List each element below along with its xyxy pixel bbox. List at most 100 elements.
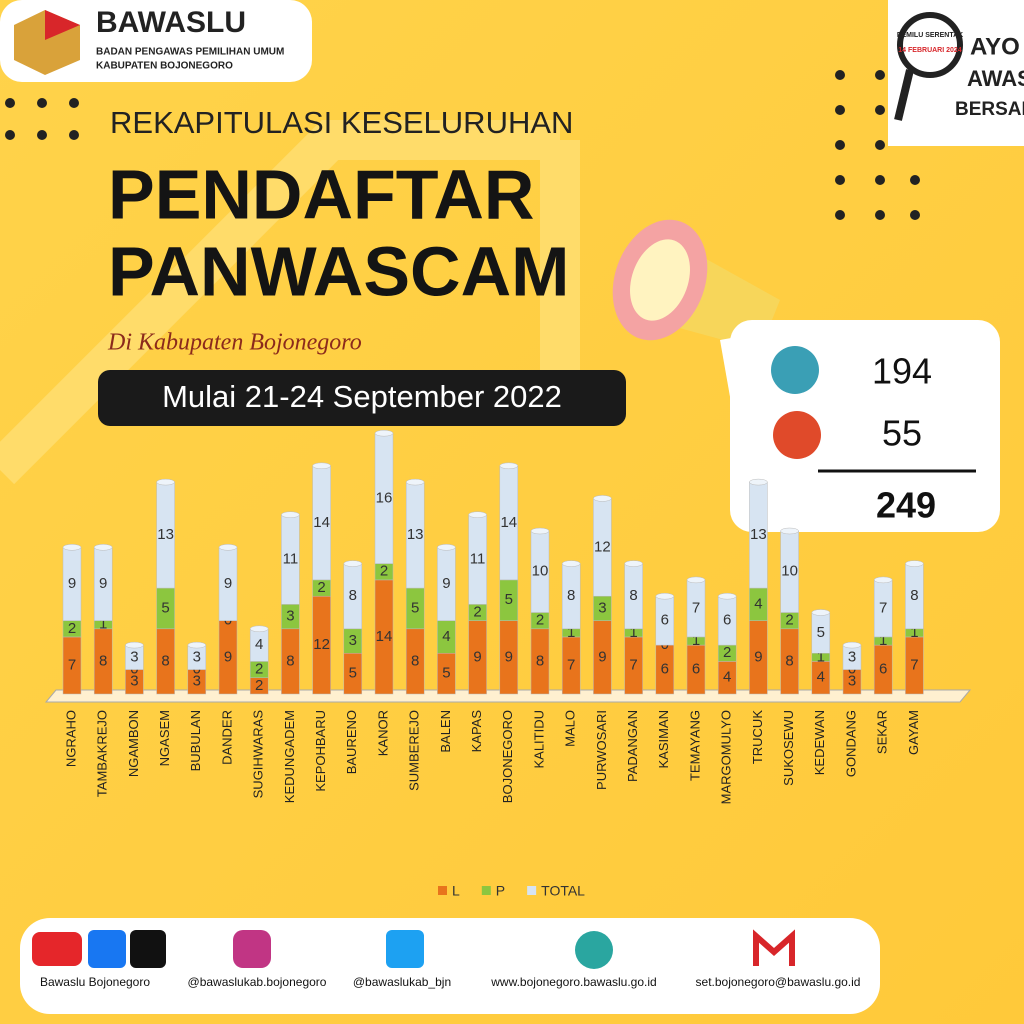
x-tick-label: KAPAS [469, 710, 484, 753]
kicker: REKAPITULASI KESELURUHAN [110, 105, 573, 140]
badge-text: BERSAMA [955, 99, 1024, 120]
data-label: 9 [505, 648, 513, 665]
male-icon [771, 346, 819, 394]
data-label: 3 [848, 648, 856, 665]
bar-cap [811, 609, 831, 616]
data-label: 1 [99, 616, 107, 633]
bar-cap [499, 462, 519, 470]
data-label: 4 [754, 595, 762, 612]
data-label: 2 [785, 612, 793, 629]
data-label: 5 [442, 665, 450, 682]
x-tick-label: KALITIDU [531, 710, 546, 769]
data-label: 8 [286, 652, 294, 669]
data-label: 6 [661, 661, 669, 678]
data-label: 7 [879, 599, 887, 616]
x-tick-label: SUMBEREJO [407, 710, 422, 791]
data-label: 8 [99, 652, 107, 669]
bar-cap [468, 511, 487, 518]
bar-cap [374, 429, 394, 437]
x-tick-label: NGASEM [157, 710, 172, 766]
data-label: 7 [692, 599, 700, 616]
bar-cap [218, 544, 238, 551]
data-label: 5 [817, 624, 825, 641]
data-label: 7 [567, 656, 575, 673]
x-tick-label: BALEN [438, 710, 453, 753]
data-label: 3 [193, 673, 201, 690]
legend-swatch [527, 886, 537, 895]
social-icons [32, 929, 795, 969]
legend-label: TOTAL [541, 883, 585, 899]
data-label: 13 [750, 526, 767, 543]
data-label: 6 [879, 661, 887, 678]
data-label: 2 [723, 644, 731, 661]
female-count: 55 [882, 413, 922, 454]
data-label: 9 [473, 648, 481, 665]
total-count: 249 [876, 485, 936, 526]
dots [5, 70, 920, 220]
data-label: 2 [68, 620, 76, 637]
data-label: 3 [349, 632, 357, 649]
data-label: 3 [598, 599, 606, 616]
logo-box [0, 0, 312, 82]
x-tick-label: NGAMBON [126, 710, 141, 777]
bar-cap [93, 544, 113, 551]
bar-cap [405, 478, 425, 486]
x-tick-label: KEPOHBARU [313, 710, 328, 792]
data-label: 9 [224, 648, 232, 665]
x-tick-label: BAURENO [344, 710, 359, 774]
data-label: 2 [317, 579, 325, 596]
data-label: 8 [785, 652, 793, 669]
title: PENDAFTAR [108, 155, 534, 233]
data-label: 9 [68, 575, 76, 592]
badge-text: PEMILU SERENTAK [897, 32, 963, 39]
bar-cap [780, 527, 799, 535]
x-tick-label: BOJONEGORO [500, 710, 515, 803]
x-tick-label: KANOR [375, 710, 390, 756]
data-label: 1 [879, 632, 887, 649]
bar-cap [593, 495, 612, 502]
data-label: 3 [130, 648, 138, 665]
bar-cap [905, 560, 924, 567]
data-label: 5 [161, 599, 169, 616]
data-label: 2 [255, 661, 263, 678]
data-label: 9 [754, 648, 762, 665]
data-label: 4 [723, 669, 731, 686]
footer-text: Bawaslu Bojonegoro [40, 975, 150, 989]
x-tick-label: KEDUNGADEM [282, 710, 297, 803]
data-label: 1 [567, 624, 575, 641]
data-label: 9 [224, 575, 232, 592]
data-label: 1 [817, 648, 825, 665]
decor [0, 120, 580, 485]
data-label: 10 [781, 563, 798, 580]
data-label: 3 [130, 673, 138, 690]
bar-cap [842, 641, 862, 649]
data-label: 13 [157, 526, 174, 543]
data-label: 8 [567, 587, 575, 604]
data-label: 4 [817, 669, 825, 686]
data-label: 8 [536, 652, 544, 669]
x-tick-label: TRUCUK [750, 710, 765, 764]
female-icon [773, 411, 821, 459]
chart: 729NGRAHO819TAMBAKREJO303NGAMBON8513NGAS… [62, 429, 924, 804]
bar-cap [125, 641, 144, 649]
data-label: 13 [407, 526, 424, 543]
bar-cap [561, 560, 581, 567]
data-label: 5 [349, 665, 357, 682]
title: PANWASCAM [108, 232, 569, 310]
x-tick-label: TAMBAKREJO [95, 710, 110, 797]
footer-text: www.bojonegoro.bawaslu.go.id [490, 975, 656, 989]
bar-cap [62, 544, 82, 551]
x-tick-label: SEKAR [875, 710, 890, 754]
data-label: 2 [380, 563, 388, 580]
x-tick-label: NGRAHO [63, 710, 78, 767]
badge-text: 14 FEBRUARI 2024 [898, 47, 962, 54]
data-label: 1 [629, 624, 637, 641]
data-label: 7 [629, 656, 637, 673]
data-label: 16 [376, 489, 393, 506]
data-label: 2 [536, 612, 544, 629]
data-label: 5 [411, 599, 419, 616]
org-name: BAWASLU [96, 6, 246, 39]
x-tick-label: KEDEWAN [812, 710, 827, 775]
data-label: 1 [910, 624, 918, 641]
legend-label: L [452, 883, 460, 899]
